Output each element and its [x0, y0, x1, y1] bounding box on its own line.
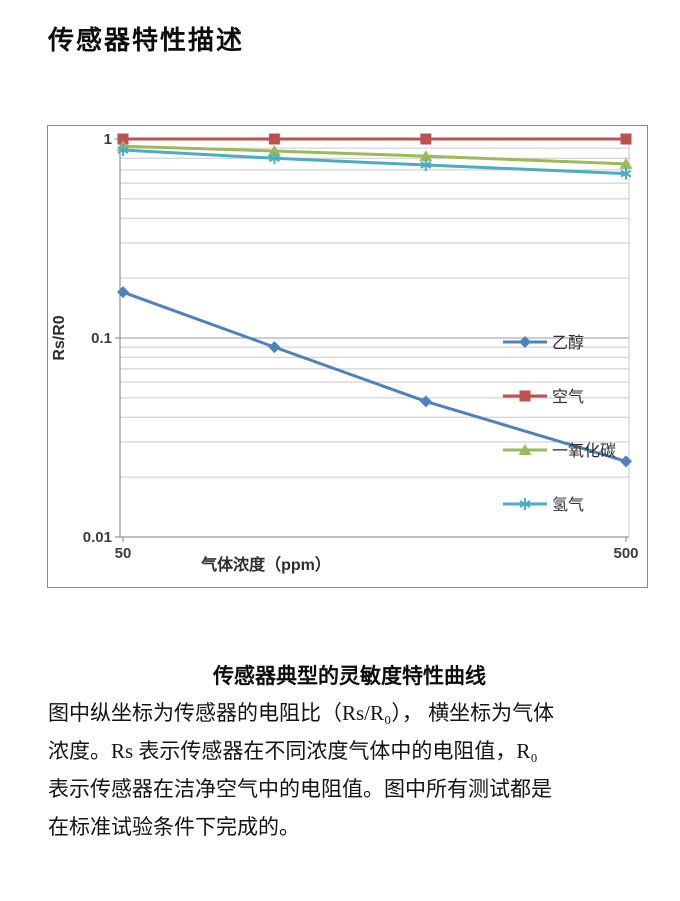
asterisk-marker-icon [117, 144, 129, 157]
series-line [122, 148, 627, 176]
paragraph-line: 图中纵坐标为传感器的电阻比（Rs/R₀）， 横坐标为气体 [48, 701, 555, 725]
y-axis-title: Rs/R0 [51, 315, 68, 360]
asterisk-marker-icon [620, 167, 632, 180]
legend-item: 空气 [503, 388, 584, 406]
paragraph-line: 表示传感器在洁净空气中的电阻值。图中所有测试都是 [48, 777, 552, 801]
series-0 [117, 286, 632, 468]
chart-frame: 1 0.1 0.01 50 500 气体浓度（ppm） Rs/R0 乙醇空气一氧化碳氢气 [47, 125, 648, 588]
diamond-marker-icon [519, 336, 531, 348]
paragraph-line: 在标准试验条件下完成的。 [48, 815, 300, 839]
y-tick-label: 1 [104, 131, 112, 148]
legend-label: 一氧化碳 [552, 442, 616, 460]
series-1 [117, 133, 632, 145]
square-marker-icon [117, 133, 129, 145]
asterisk-marker-icon [519, 498, 531, 510]
triangle-marker-icon [619, 157, 633, 169]
x-axis-title: 气体浓度（ppm） [200, 555, 331, 574]
asterisk-marker-icon [420, 159, 432, 172]
diamond-marker-icon [419, 395, 432, 408]
diamond-marker-icon [268, 341, 281, 354]
square-marker-icon [519, 390, 531, 402]
triangle-marker-icon [267, 145, 281, 157]
triangle-marker-icon [419, 150, 433, 162]
series-3 [117, 144, 632, 180]
x-tick-label: 500 [613, 545, 638, 562]
legend-label: 氢气 [552, 496, 584, 514]
legend-label: 空气 [552, 388, 584, 406]
square-marker-icon [620, 133, 632, 145]
legend-item: 氢气 [503, 496, 584, 514]
series-line [122, 290, 627, 463]
y-tick-label: 0.01 [83, 529, 112, 546]
legend-item: 乙醇 [503, 334, 584, 352]
diamond-marker-icon [117, 286, 129, 299]
paragraph-line: 浓度。Rs 表示传感器在不同浓度气体中的电阻值，R₀ [48, 739, 538, 763]
x-tick-label: 50 [115, 545, 132, 562]
triangle-marker-icon [518, 444, 532, 455]
y-tick-label: 0.1 [91, 330, 112, 347]
series-line [122, 144, 627, 166]
asterisk-marker-icon [268, 152, 280, 165]
figure-caption: 传感器典型的灵敏度特性曲线 [213, 664, 486, 688]
square-marker-icon [268, 133, 280, 145]
description-paragraph: 图中纵坐标为传感器的电阻比（Rs/R₀）， 横坐标为气体 浓度。Rs 表示传感器… [48, 694, 648, 846]
legend-item: 一氧化碳 [503, 442, 616, 460]
page-title: 传感器特性描述 [48, 26, 245, 55]
legend-label: 乙醇 [552, 334, 584, 352]
square-marker-icon [420, 133, 432, 145]
diamond-marker-icon [620, 455, 632, 468]
